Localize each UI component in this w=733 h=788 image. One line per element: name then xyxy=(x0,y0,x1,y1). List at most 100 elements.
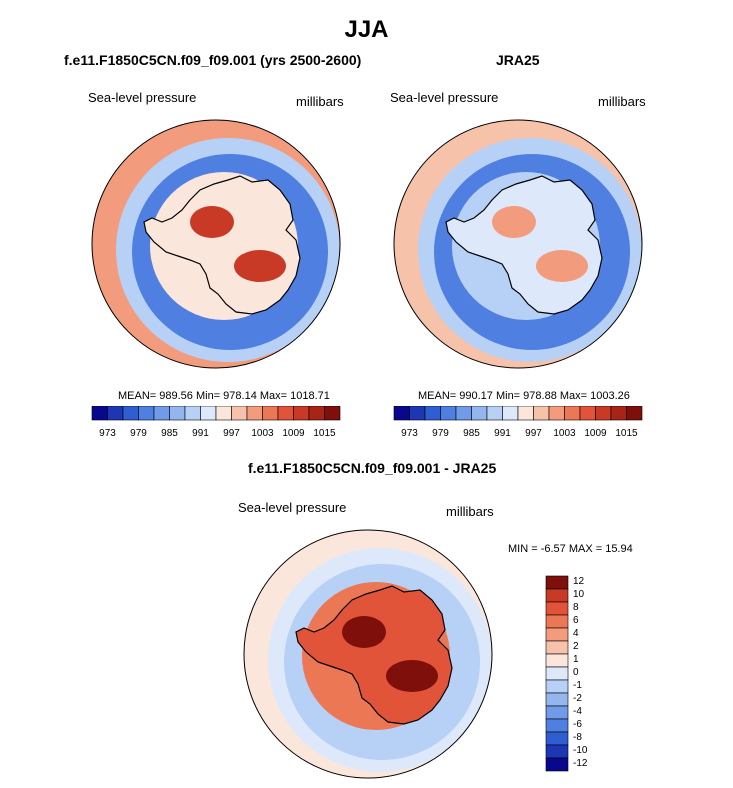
colorbar-swatch xyxy=(409,406,426,421)
colorbar-swatch xyxy=(533,406,550,421)
panel3-stats: MIN = -6.57 MAX = 15.94 xyxy=(508,543,633,555)
colorbar-swatch xyxy=(262,406,279,421)
colorbar-swatch xyxy=(545,601,569,616)
colorbar-swatch xyxy=(122,406,139,421)
colorbar-tick-label: -8 xyxy=(573,732,582,743)
colorbar-tick-label: 2 xyxy=(573,641,579,652)
colorbar-swatch xyxy=(595,406,612,421)
colorbar-tick-label: 1015 xyxy=(313,428,336,439)
panel2-colorbar: 973 979 985 991 997 1003 1009 1015 xyxy=(393,406,643,439)
colorbar-swatch xyxy=(393,406,410,421)
panel1-stats: MEAN= 989.56 Min= 978.14 Max= 1018.71 xyxy=(118,390,330,402)
colorbar-swatch xyxy=(545,653,569,668)
colorbar-swatch xyxy=(277,406,294,421)
map-coastline xyxy=(445,175,603,315)
panel2-map xyxy=(393,119,643,369)
panel3-units-label: millibars xyxy=(446,504,494,519)
colorbar-swatch xyxy=(246,406,263,421)
colorbar-swatch xyxy=(545,575,569,590)
colorbar-tick-label: 1003 xyxy=(553,428,576,439)
panel1-colorbar: 973 979 985 991 997 1003 1009 1015 xyxy=(91,406,341,439)
colorbar-tick-label: 985 xyxy=(463,428,480,439)
colorbar-swatch xyxy=(545,627,569,642)
colorbar-swatch xyxy=(545,731,569,746)
colorbar-tick-label: 985 xyxy=(161,428,178,439)
colorbar-swatch xyxy=(308,406,325,421)
colorbar-swatch xyxy=(579,406,596,421)
panel3-variable-label: Sea-level pressure xyxy=(238,500,347,515)
colorbar-swatch xyxy=(626,406,643,421)
colorbar-swatch xyxy=(545,614,569,629)
colorbar-tick-label: -6 xyxy=(573,719,582,730)
colorbar-tick-label: 1003 xyxy=(251,428,274,439)
colorbar-tick-label: -10 xyxy=(573,745,588,756)
colorbar-swatch xyxy=(324,406,341,421)
colorbar-tick-label: 1009 xyxy=(584,428,607,439)
colorbar-tick-label: 997 xyxy=(223,428,240,439)
colorbar-tick-label: -12 xyxy=(573,758,588,769)
map-coastline xyxy=(295,585,453,725)
colorbar-tick-label: 991 xyxy=(192,428,209,439)
panel1-units-label: millibars xyxy=(296,94,344,109)
colorbar-swatch xyxy=(545,666,569,681)
colorbar-tick-label: 991 xyxy=(494,428,511,439)
map-border xyxy=(393,119,643,369)
colorbar-swatch xyxy=(545,744,569,759)
colorbar-swatch xyxy=(545,692,569,707)
colorbar-swatch xyxy=(153,406,170,421)
colorbar-swatch xyxy=(215,406,232,421)
colorbar-tick-label: 1015 xyxy=(615,428,638,439)
map-border xyxy=(91,119,341,369)
colorbar-swatch xyxy=(517,406,534,421)
panel3-title: f.e11.F1850C5CN.f09_f09.001 - JRA25 xyxy=(248,460,497,476)
colorbar-swatch xyxy=(455,406,472,421)
colorbar-swatch xyxy=(293,406,310,421)
panel1-title: f.e11.F1850C5CN.f09_f09.001 (yrs 2500-26… xyxy=(64,52,362,68)
colorbar-swatch xyxy=(545,588,569,603)
colorbar-swatch xyxy=(610,406,627,421)
panel2-units-label: millibars xyxy=(598,94,646,109)
colorbar-swatch xyxy=(486,406,503,421)
colorbar-swatch xyxy=(564,406,581,421)
map-high-center xyxy=(386,660,438,692)
panel1-map xyxy=(91,119,341,369)
colorbar-swatch xyxy=(107,406,124,421)
map-high-center xyxy=(492,206,536,238)
colorbar-swatch xyxy=(545,640,569,655)
colorbar-tick-label: 0 xyxy=(573,667,579,678)
colorbar-tick-label: 973 xyxy=(401,428,418,439)
colorbar-tick-label: 1009 xyxy=(282,428,305,439)
map-high-center xyxy=(536,250,588,282)
colorbar-tick-label: 997 xyxy=(525,428,542,439)
colorbar-swatch xyxy=(91,406,108,421)
colorbar-tick-label: 12 xyxy=(573,576,585,587)
panel1-variable-label: Sea-level pressure xyxy=(88,90,197,105)
colorbar-swatch xyxy=(200,406,217,421)
colorbar-tick-label: -1 xyxy=(573,680,582,691)
colorbar-swatch xyxy=(545,679,569,694)
colorbar-swatch xyxy=(169,406,186,421)
map-border xyxy=(243,529,493,779)
colorbar-swatch xyxy=(502,406,519,421)
colorbar-tick-label: -4 xyxy=(573,706,582,717)
panel2-title: JRA25 xyxy=(496,52,540,68)
colorbar-tick-label: 6 xyxy=(573,615,579,626)
colorbar-swatch xyxy=(471,406,488,421)
colorbar-swatch xyxy=(231,406,248,421)
panel2-stats: MEAN= 990.17 Min= 978.88 Max= 1003.26 xyxy=(418,390,630,402)
colorbar-swatch xyxy=(548,406,565,421)
map-high-center xyxy=(190,206,234,238)
colorbar-tick-label: 979 xyxy=(130,428,147,439)
map-high-center xyxy=(234,250,286,282)
colorbar-tick-label: 10 xyxy=(573,589,585,600)
colorbar-tick-label: -2 xyxy=(573,693,582,704)
colorbar-swatch xyxy=(545,705,569,720)
colorbar-swatch xyxy=(424,406,441,421)
colorbar-tick-label: 8 xyxy=(573,602,579,613)
colorbar-tick-label: 1 xyxy=(573,654,579,665)
colorbar-swatch xyxy=(184,406,201,421)
colorbar-tick-label: 973 xyxy=(99,428,116,439)
colorbar-tick-label: 4 xyxy=(573,628,579,639)
colorbar-swatch xyxy=(138,406,155,421)
